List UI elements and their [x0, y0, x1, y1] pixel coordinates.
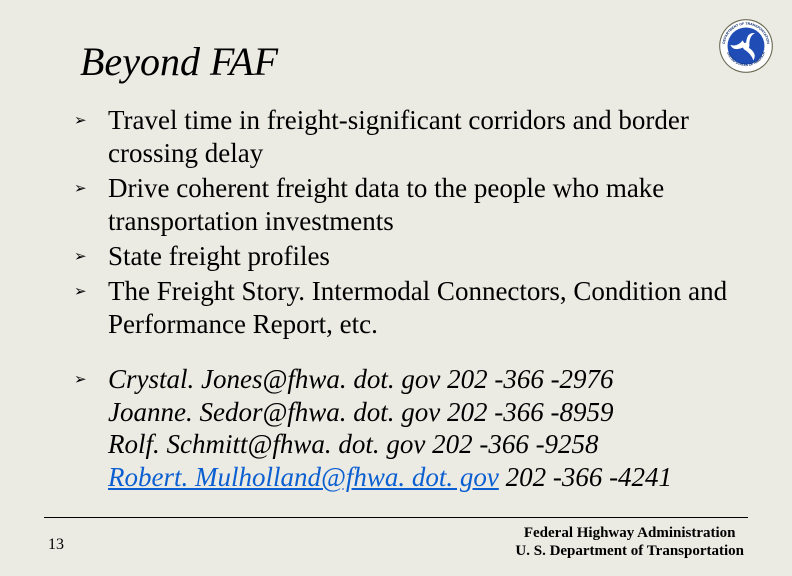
contact-phone: 202 -366 -8959 — [447, 397, 613, 427]
bullet-item: ➢ The Freight Story. Intermodal Connecto… — [70, 275, 752, 341]
dot-seal-logo: DEPARTMENT OF TRANSPORTATION UNITED STAT… — [718, 18, 774, 74]
contact-line: Rolf. Schmitt@fhwa. dot. gov 202 -366 -9… — [108, 428, 752, 461]
bullet-text: Drive coherent freight data to the peopl… — [108, 173, 664, 236]
contact-email-link[interactable]: Robert. Mulholland@fhwa. dot. gov — [108, 462, 499, 492]
contact-line: Joanne. Sedor@fhwa. dot. gov 202 -366 -8… — [108, 396, 752, 429]
bullet-text: The Freight Story. Intermodal Connectors… — [108, 276, 727, 339]
contact-email: Rolf. Schmitt@fhwa. dot. gov — [108, 429, 425, 459]
bullet-marker-icon: ➢ — [74, 371, 87, 389]
slide: Beyond FAF DEPARTMENT OF TRANSPORTATION … — [0, 0, 792, 576]
footer-line-1: Federal Highway Administration — [515, 524, 744, 542]
contact-phone: 202 -366 -2976 — [447, 364, 613, 394]
contact-phone: 202 -366 -4241 — [506, 462, 672, 492]
contact-email: Crystal. Jones@fhwa. dot. gov — [108, 364, 440, 394]
contact-line: Crystal. Jones@fhwa. dot. gov 202 -366 -… — [108, 363, 752, 396]
bullet-marker-icon: ➢ — [74, 180, 87, 198]
slide-title: Beyond FAF — [80, 38, 278, 85]
contact-phone: 202 -366 -9258 — [432, 429, 598, 459]
bullet-item: ➢ State freight profiles — [70, 240, 752, 273]
contact-email: Joanne. Sedor@fhwa. dot. gov — [108, 397, 440, 427]
bullet-text: State freight profiles — [108, 241, 330, 271]
page-number: 13 — [48, 536, 64, 554]
bullet-text: Travel time in freight-significant corri… — [108, 105, 689, 168]
bullet-marker-icon: ➢ — [74, 112, 87, 130]
bullet-marker-icon: ➢ — [74, 248, 87, 266]
bullet-list: ➢ Travel time in freight-significant cor… — [70, 104, 752, 494]
footer-line-2: U. S. Department of Transportation — [515, 542, 744, 560]
bullet-item: ➢ Travel time in freight-significant cor… — [70, 104, 752, 170]
bullet-item: ➢ Drive coherent freight data to the peo… — [70, 172, 752, 238]
bullet-marker-icon: ➢ — [74, 283, 87, 301]
content-area: ➢ Travel time in freight-significant cor… — [70, 104, 752, 496]
contact-line: Robert. Mulholland@fhwa. dot. gov 202 -3… — [108, 461, 752, 494]
divider-line — [44, 517, 748, 518]
footer: Federal Highway Administration U. S. Dep… — [515, 524, 744, 560]
contacts-block: ➢ Crystal. Jones@fhwa. dot. gov 202 -366… — [70, 363, 752, 495]
